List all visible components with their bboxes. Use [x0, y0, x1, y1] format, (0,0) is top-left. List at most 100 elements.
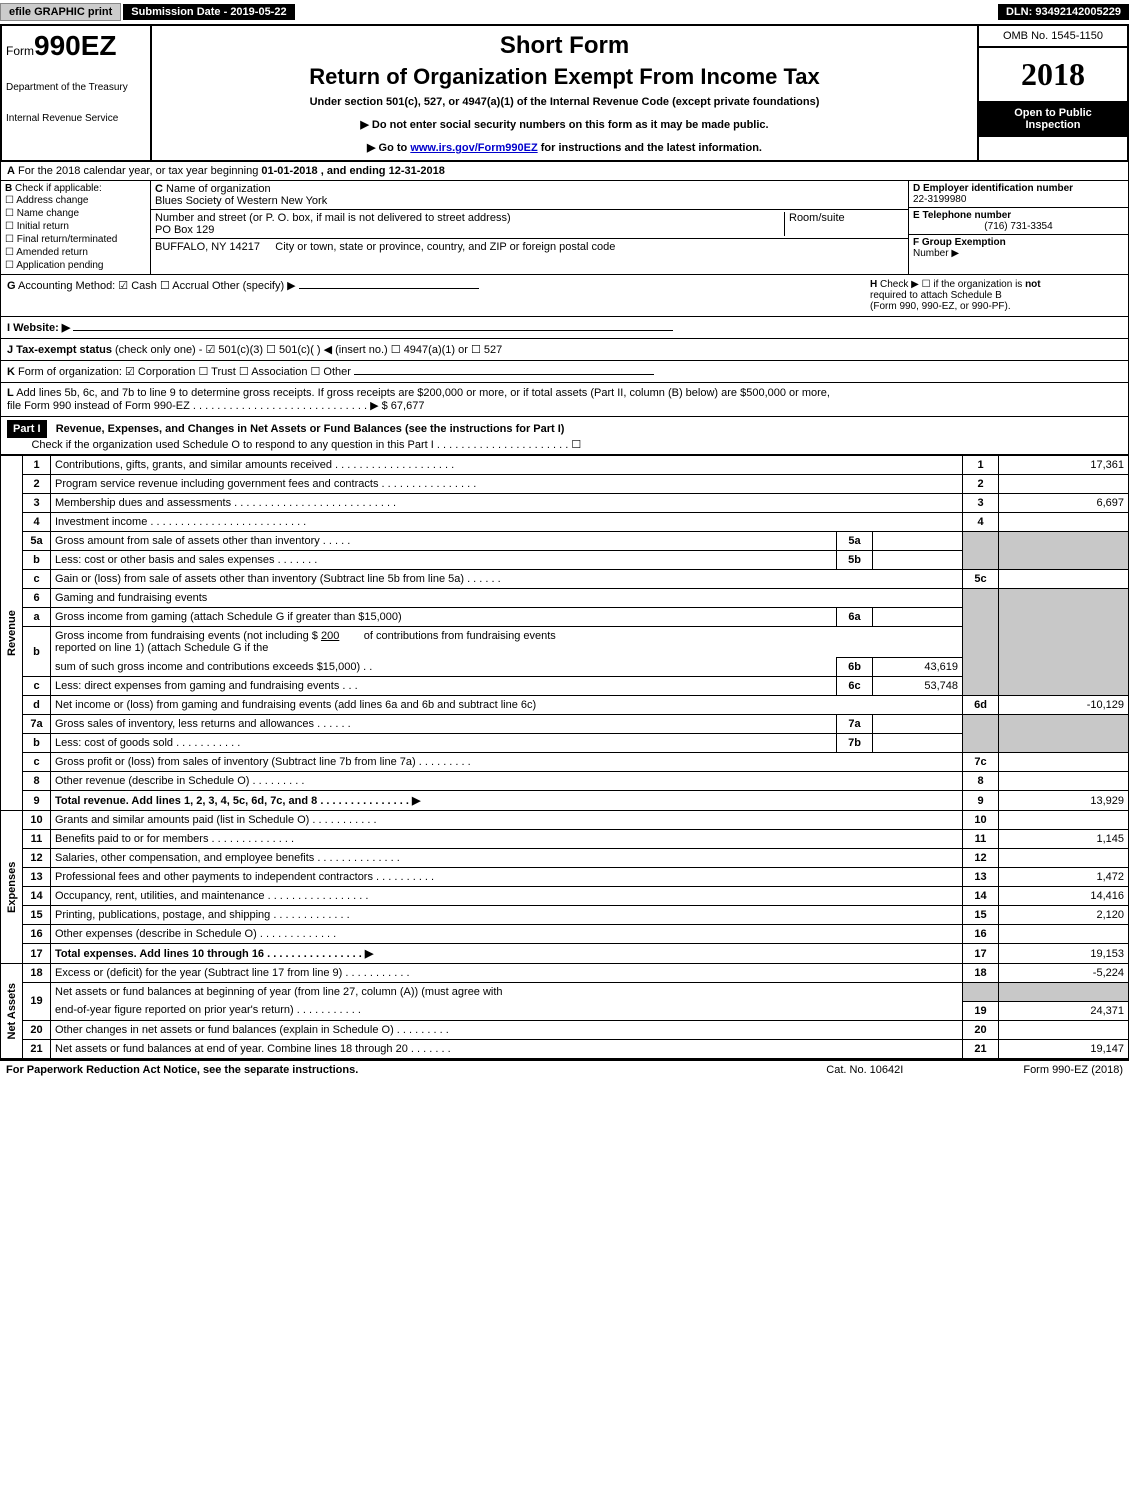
r5b-t: Less: cost or other basis and sales expe… — [51, 551, 837, 570]
row-3: 3 Membership dues and assessments . . . … — [1, 494, 1129, 513]
r7b-t: Less: cost of goods sold . . . . . . . .… — [51, 734, 837, 753]
row-10: Expenses 10 Grants and similar amounts p… — [1, 811, 1129, 830]
d-label: D Employer identification number — [913, 183, 1073, 194]
r12-n: 12 — [23, 849, 51, 868]
chk-initial[interactable]: ☐ Initial return — [5, 220, 146, 233]
under-section: Under section 501(c), 527, or 4947(a)(1)… — [158, 96, 971, 108]
r14-t: Occupancy, rent, utilities, and maintena… — [51, 887, 963, 906]
chk-final[interactable]: ☐ Final return/terminated — [5, 233, 146, 246]
r7b-sv — [873, 734, 963, 753]
row-6b-1: b Gross income from fundraising events (… — [1, 627, 1129, 658]
r5ab-shade — [963, 532, 999, 570]
row-14: 14 Occupancy, rent, utilities, and maint… — [1, 887, 1129, 906]
row-20: 20 Other changes in net assets or fund b… — [1, 1020, 1129, 1039]
row-12: 12 Salaries, other compensation, and emp… — [1, 849, 1129, 868]
r6b-t3: reported on line 1) (attach Schedule G i… — [55, 642, 268, 654]
a-end: 12-31-2018 — [389, 165, 445, 177]
r19-t2: end-of-year figure reported on prior yea… — [51, 1001, 963, 1020]
row-13: 13 Professional fees and other payments … — [1, 868, 1129, 887]
r19-n: 19 — [23, 983, 51, 1021]
r7a-t: Gross sales of inventory, less returns a… — [51, 715, 837, 734]
phone-value: (716) 731-3354 — [913, 221, 1124, 232]
b-label: B — [5, 183, 12, 194]
header-left: Form990EZ Department of the Treasury Int… — [2, 26, 152, 160]
f-label: F Group Exemption — [913, 237, 1006, 248]
footer-mid: Cat. No. 10642I — [826, 1064, 903, 1076]
a-text-pre: For the 2018 calendar year, or tax year … — [18, 165, 261, 177]
tax-year: 2018 — [979, 48, 1127, 101]
r16-rn: 16 — [963, 925, 999, 944]
form-no-big: 990EZ — [34, 30, 117, 61]
addr-value: PO Box 129 — [155, 224, 214, 236]
chk-pending[interactable]: ☐ Application pending — [5, 259, 146, 272]
e-label: E Telephone number — [913, 210, 1011, 221]
row-5a: 5a Gross amount from sale of assets othe… — [1, 532, 1129, 551]
r6b-n: b — [23, 627, 51, 677]
chk-amended[interactable]: ☐ Amended return — [5, 246, 146, 259]
r7c-v — [999, 753, 1129, 772]
r5c-v — [999, 570, 1129, 589]
r7-shade — [963, 715, 999, 753]
row-6d: d Net income or (loss) from gaming and f… — [1, 696, 1129, 715]
r19-shade2 — [999, 983, 1129, 1002]
efile-print-button[interactable]: efile GRAPHIC print — [0, 3, 121, 21]
section-c: C Name of organization Blues Society of … — [151, 181, 908, 274]
r6b-t1a: Gross income from fundraising events (no… — [55, 630, 321, 642]
c-label: C — [155, 183, 163, 195]
r5b-sv — [873, 551, 963, 570]
r21-rn: 21 — [963, 1039, 999, 1058]
irs-link[interactable]: www.irs.gov/Form990EZ — [410, 142, 537, 154]
footer-right: Form 990-EZ (2018) — [1023, 1064, 1123, 1076]
r21-n: 21 — [23, 1039, 51, 1058]
r6a-sn: 6a — [837, 608, 873, 627]
a-mid: , and ending — [321, 165, 389, 177]
initial-label: Initial return — [17, 221, 69, 232]
r19-t: Net assets or fund balances at beginning… — [51, 983, 963, 1002]
r16-n: 16 — [23, 925, 51, 944]
f-label2: Number ▶ — [913, 248, 959, 259]
r18-t: Excess or (deficit) for the year (Subtra… — [51, 964, 963, 983]
r18-v: -5,224 — [999, 964, 1129, 983]
chk-address-change[interactable]: ☐ Address change — [5, 194, 146, 207]
r6c-sn: 6c — [837, 677, 873, 696]
r14-v: 14,416 — [999, 887, 1129, 906]
goto-line: ▶ Go to www.irs.gov/Form990EZ for instru… — [158, 141, 971, 154]
r9-t: Total revenue. Add lines 1, 2, 3, 4, 5c,… — [51, 791, 963, 811]
r18-rn: 18 — [963, 964, 999, 983]
r9-n: 9 — [23, 791, 51, 811]
part1-badge: Part I — [7, 420, 47, 438]
r2-t: Program service revenue including govern… — [51, 475, 963, 494]
r6b-t1: Gross income from fundraising events (no… — [51, 627, 963, 658]
r16-v — [999, 925, 1129, 944]
r4-rn: 4 — [963, 513, 999, 532]
open-public: Open to Public Inspection — [979, 101, 1127, 137]
r10-n: 10 — [23, 811, 51, 830]
r20-v — [999, 1020, 1129, 1039]
r1-rn: 1 — [963, 456, 999, 475]
r20-rn: 20 — [963, 1020, 999, 1039]
r8-v — [999, 772, 1129, 791]
r5a-t: Gross amount from sale of assets other t… — [51, 532, 837, 551]
r5c-rn: 5c — [963, 570, 999, 589]
i-blank — [73, 330, 673, 331]
c-city-row: BUFFALO, NY 14217 City or town, state or… — [151, 239, 908, 255]
r11-n: 11 — [23, 830, 51, 849]
row-7c: c Gross profit or (loss) from sales of i… — [1, 753, 1129, 772]
final-label: Final return/terminated — [17, 234, 118, 245]
r9-v: 13,929 — [999, 791, 1129, 811]
irs-label: Internal Revenue Service — [6, 113, 146, 124]
r5a-n: 5a — [23, 532, 51, 551]
chk-name-change[interactable]: ☐ Name change — [5, 207, 146, 220]
row-6: 6 Gaming and fundraising events — [1, 589, 1129, 608]
org-name: Blues Society of Western New York — [155, 195, 327, 207]
line-k: K Form of organization: ☑ Corporation ☐ … — [0, 361, 1129, 383]
addr-label: Number and street (or P. O. box, if mail… — [155, 212, 511, 224]
goto-post: for instructions and the latest informat… — [538, 142, 762, 154]
r7c-n: c — [23, 753, 51, 772]
pending-label: Application pending — [16, 260, 103, 271]
r7b-n: b — [23, 734, 51, 753]
r6c-n: c — [23, 677, 51, 696]
r1-n: 1 — [23, 456, 51, 475]
r5c-n: c — [23, 570, 51, 589]
r6a-sv — [873, 608, 963, 627]
